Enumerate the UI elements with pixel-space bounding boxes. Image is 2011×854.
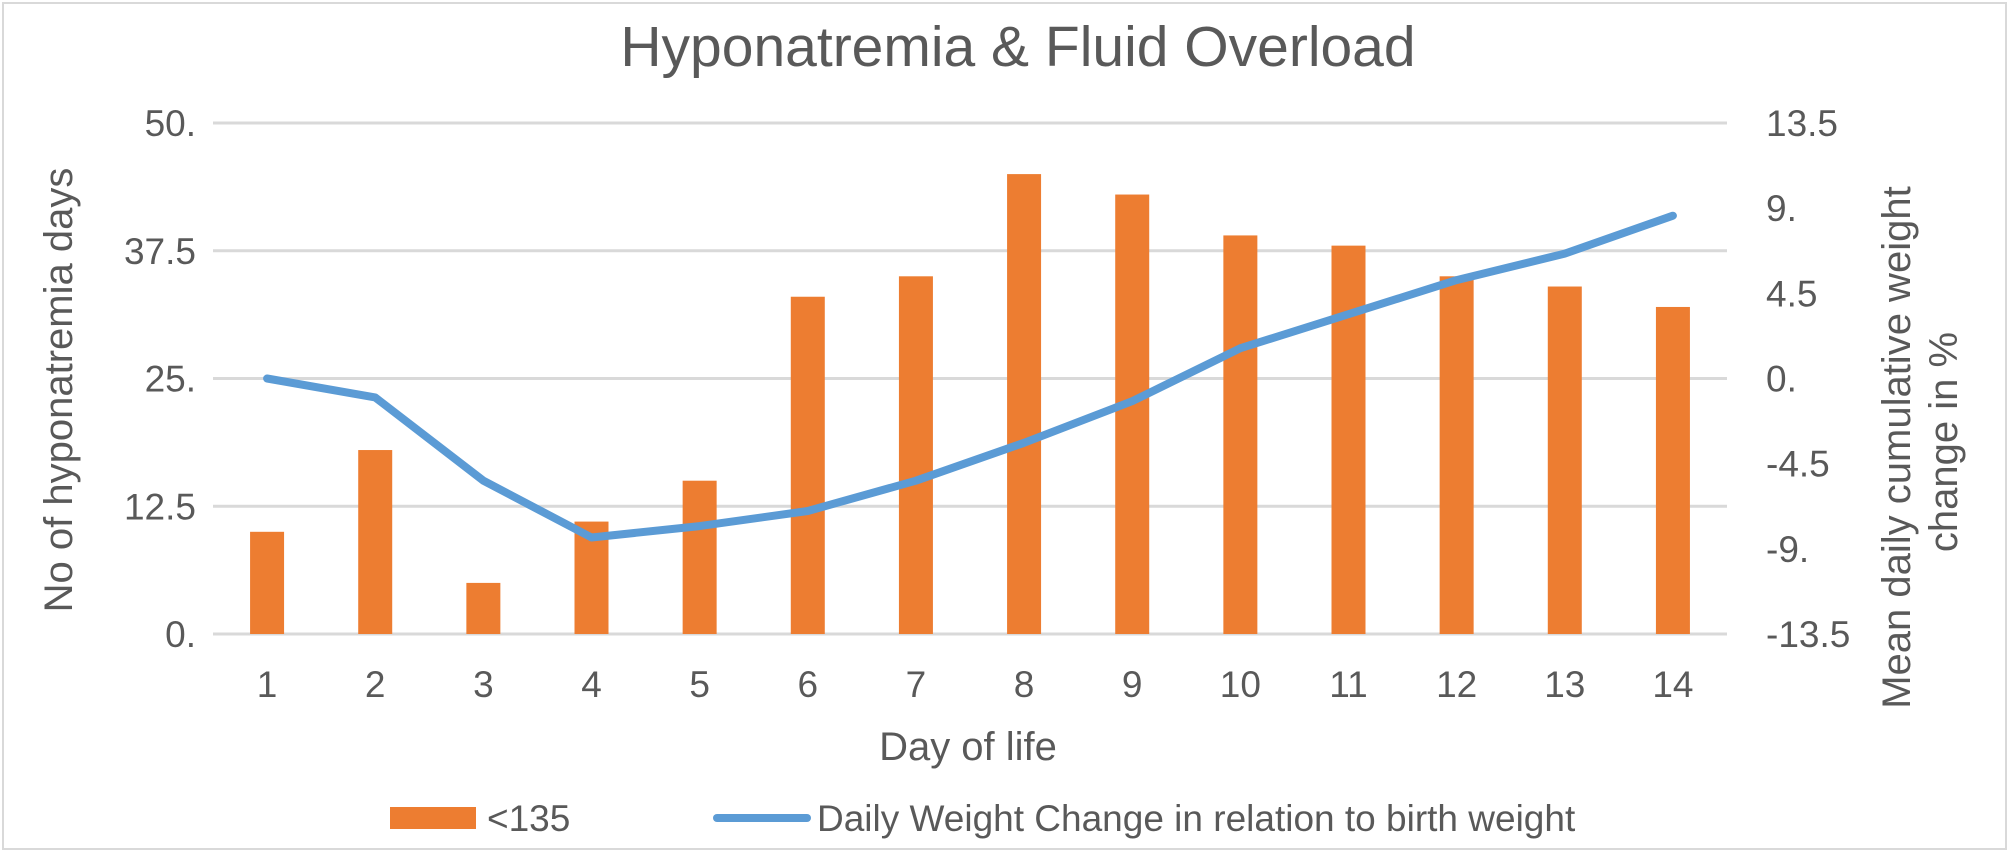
x-tick-label: 9 [1122,664,1143,705]
bar [1223,235,1258,635]
bar [1655,306,1690,634]
bar [898,276,933,634]
x-tick-label: 11 [1329,664,1367,705]
bar [1007,174,1042,634]
legend-bar-swatch [390,807,476,829]
x-axis-ticks: 1 2 3 4 5 6 7 8 9 10 11 12 13 14 [257,664,1694,705]
y-right-tick-label: 13.5 [1766,103,1838,144]
y-right-tick-label: -9. [1766,529,1809,570]
y-axis-right-label: Mean daily cumulative weight change in % [1875,175,1966,709]
legend-bar-label: <135 [487,798,570,839]
weight-change-line [263,211,1677,542]
x-tick-label: 1 [257,664,278,705]
bar [1439,276,1474,634]
bar [682,480,717,634]
x-tick-label: 10 [1220,664,1261,705]
y-axis-right-label-line1: Mean daily cumulative weight [1875,186,1919,708]
x-tick-label: 7 [906,664,927,705]
bar-series [250,174,1690,635]
y-left-tick-label: 50. [145,103,196,144]
y-axis-left-label: No of hyponatremia days [37,168,81,613]
y-right-tick-label: -13.5 [1766,614,1850,655]
y-right-tick-label: 0. [1766,359,1797,400]
legend: <135 Daily Weight Change in relation to … [390,798,1576,839]
y-right-tick-label: -4.5 [1766,444,1830,485]
bar [1115,194,1150,635]
y-left-tick-label: 37.5 [124,231,196,272]
bar [250,531,285,634]
y-left-tick-label: 0. [165,614,196,655]
x-tick-label: 3 [473,664,494,705]
x-tick-label: 6 [797,664,818,705]
bar [790,296,825,634]
chart-title: Hyponatremia & Fluid Overload [620,15,1415,79]
bar [1331,245,1366,634]
y-axis-right-label-line2: change in % [1922,332,1966,552]
x-tick-label: 4 [581,664,602,705]
x-axis-label: Day of life [879,725,1057,769]
x-tick-label: 5 [689,664,710,705]
x-tick-label: 8 [1014,664,1035,705]
bar [358,450,393,634]
left-axis-ticks: 0. 12.5 25. 37.5 50. [124,103,196,655]
right-axis-ticks: -13.5 -9. -4.5 0. 4.5 9. 13.5 [1766,103,1850,655]
gridlines [213,121,1727,636]
y-left-tick-label: 12.5 [124,486,196,527]
y-right-tick-label: 9. [1766,188,1797,229]
line-series [263,211,1677,542]
x-tick-label: 13 [1544,664,1585,705]
x-tick-label: 14 [1652,664,1693,705]
bar [1547,286,1582,634]
y-right-tick-label: 4.5 [1766,273,1817,314]
x-tick-label: 2 [365,664,386,705]
bar [466,582,501,634]
legend-line-label: Daily Weight Change in relation to birth… [817,798,1576,839]
x-tick-label: 12 [1436,664,1477,705]
y-left-tick-label: 25. [145,359,196,400]
